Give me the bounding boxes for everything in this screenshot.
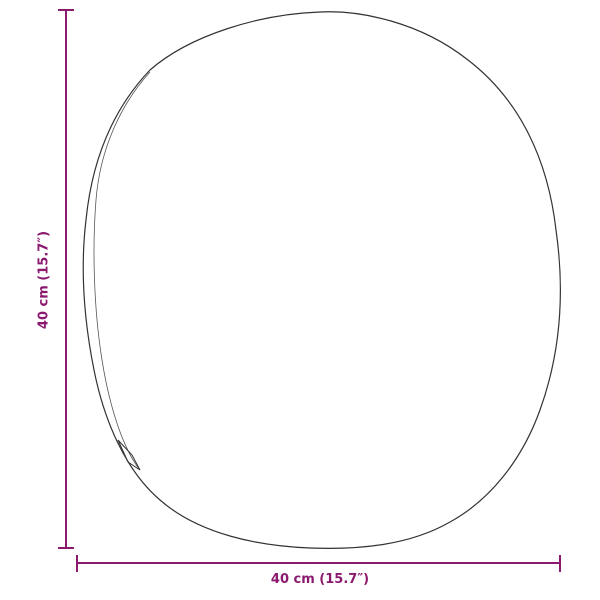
height-dimension-line: [58, 9, 74, 549]
width-label: 40 cm (15.7″): [270, 572, 370, 587]
width-dimension-line: [76, 555, 561, 572]
mirror-outline-inner-edge: [93, 71, 151, 471]
height-label: 40 cm (15.7″): [36, 230, 52, 330]
mirror-hanger-detail: [117, 439, 141, 471]
mirror-outline: [82, 11, 561, 549]
